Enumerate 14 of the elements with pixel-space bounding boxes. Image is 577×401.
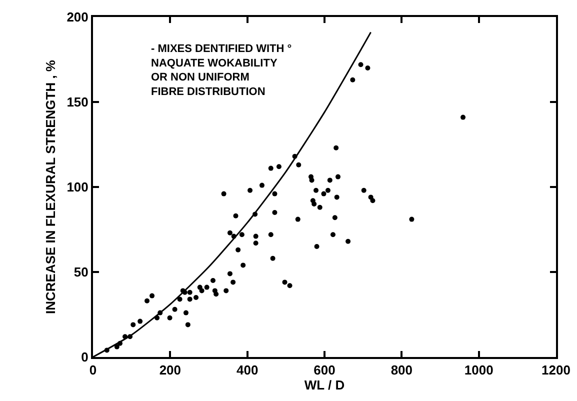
y-tick-label: 100: [66, 180, 88, 195]
x-axis-title: WL / D: [304, 378, 345, 393]
annotation: - MIXES DENTIFIED WITH ° NAQUATE WOKABILITY OR NON UNIFORM FIBRE DISTRIBUTION: [151, 43, 292, 98]
y-tick-label: 50: [74, 264, 88, 280]
x-tick-label: 1000: [464, 362, 494, 378]
x-tick-label: 200: [159, 362, 182, 378]
x-tick-label: 1200: [542, 362, 570, 378]
x-tick-label: 400: [236, 362, 258, 378]
y-tick-label: 150: [66, 94, 88, 110]
y-tick-label: 0: [81, 350, 88, 365]
y-axis-title: INCREASE IN FLEXURAL STRENGTH , %: [43, 60, 58, 314]
x-tick-label: 800: [390, 362, 413, 378]
x-tick-label: 600: [314, 362, 336, 378]
y-tick-label: 200: [66, 10, 88, 25]
